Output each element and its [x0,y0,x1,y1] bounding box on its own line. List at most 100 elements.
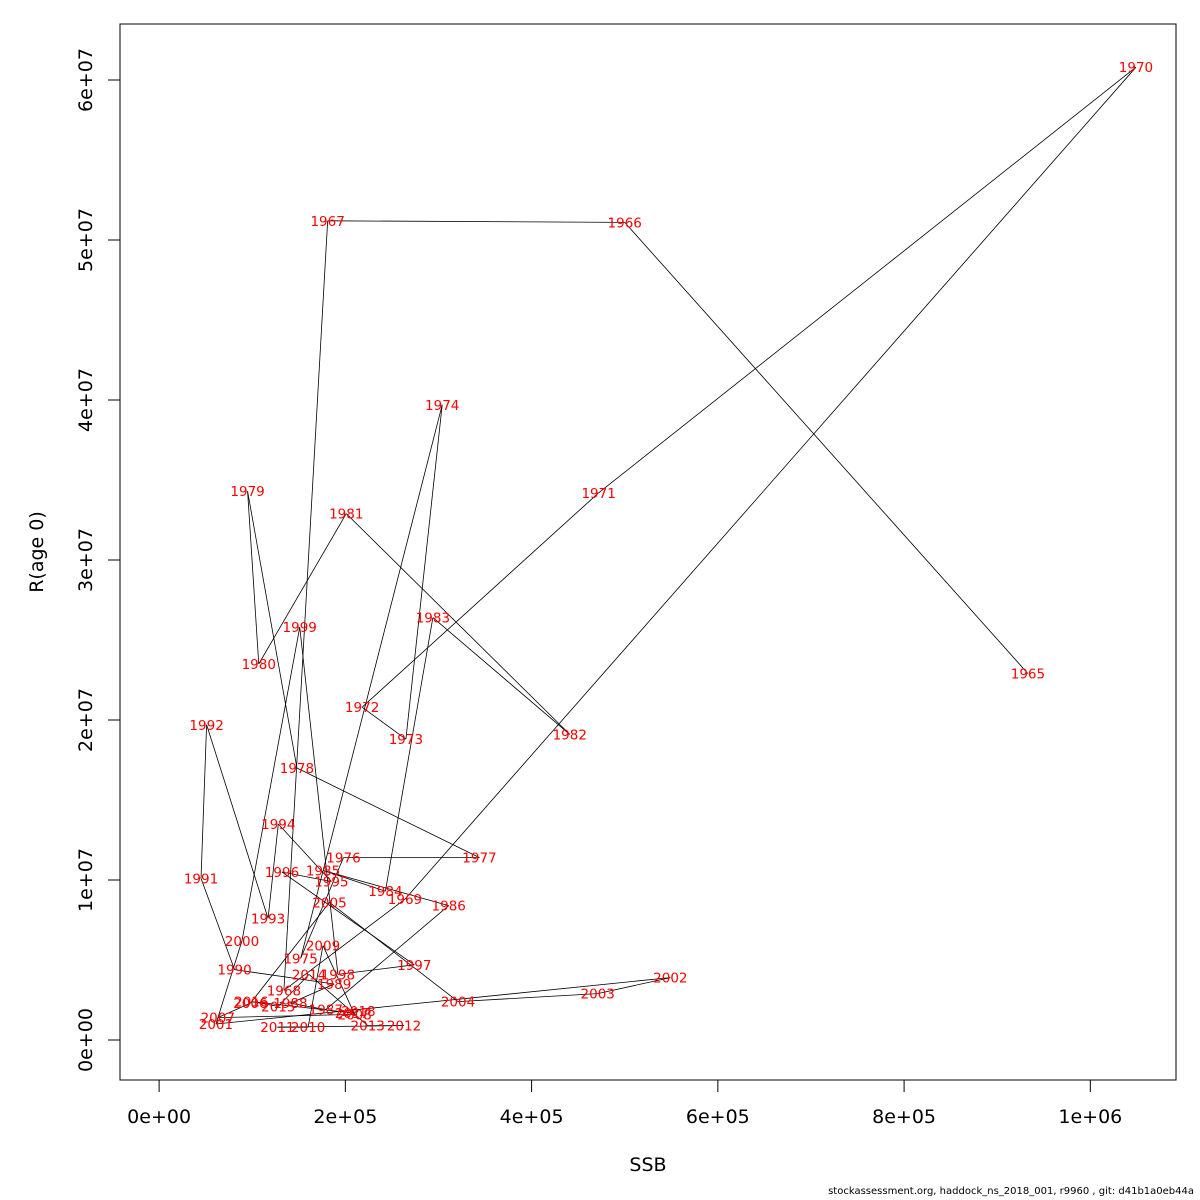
point-label-1973: 1973 [389,732,423,748]
point-label-2008: 2008 [337,1007,371,1023]
point-label-1968: 1968 [267,983,301,999]
point-label-1986: 1986 [432,899,466,915]
point-label-1970: 1970 [1119,60,1153,76]
segment-1990-1991 [200,878,235,970]
y-tick-label: 3e+07 [75,528,97,592]
point-label-1989: 1989 [317,977,351,993]
x-tick-label: 8e+05 [872,1106,936,1128]
segment-1965-1966 [624,222,1029,674]
x-tick-label: 2e+05 [313,1106,377,1128]
segment-1986-1987 [325,905,449,1010]
connecting-lines [200,66,1137,1028]
segment-2002-2003 [597,977,671,994]
point-label-2016: 2016 [234,995,268,1011]
point-label-1985: 1985 [306,863,340,879]
point-label-2011: 2011 [260,1020,294,1036]
point-label-1971: 1971 [581,486,615,502]
x-axis: 0e+00 2e+05 4e+05 6e+05 8e+05 1e+06 [127,1079,1122,1128]
segment-1997-1998 [337,964,415,975]
point-label-2007: 2007 [201,1011,235,1027]
x-tick-label: 4e+05 [500,1106,564,1128]
x-tick-label: 6e+05 [686,1106,750,1128]
segment-1971-1972 [361,492,599,708]
segment-1973-1974 [405,404,443,740]
segment-2013-2014 [308,974,368,1026]
point-label-1983: 1983 [416,611,450,627]
segment-1985-1986 [322,870,449,906]
segment-1983-1984 [385,617,434,892]
point-label-1966: 1966 [608,215,642,231]
y-tick-label: 6e+07 [75,48,97,112]
segment-1996-1997 [281,871,415,966]
x-tick-label: 0e+00 [127,1106,191,1128]
segment-1984-1985 [322,870,386,892]
segment-1977-1978 [296,767,480,858]
segment-2003-2004 [458,993,598,1002]
segment-2004-2005 [329,902,459,1002]
segment-1980-1981 [258,513,347,665]
point-label-1965: 1965 [1011,667,1045,683]
segment-1982-1983 [432,617,571,735]
segment-1981-1982 [346,513,571,735]
segment-2009-2010 [307,945,324,1028]
footer-credit: stockassessment.org, haddock_ns_2018_001… [828,1186,1194,1197]
segment-1979-1980 [247,491,260,665]
point-label-2004: 2004 [441,995,475,1011]
point-label-2017: 2017 [335,1006,369,1022]
point-label-1992: 1992 [189,718,223,734]
y-axis-title: R(age 0) [26,511,48,593]
point-label-1991: 1991 [184,871,218,887]
point-label-2009: 2009 [306,939,340,955]
y-tick-label: 1e+07 [75,848,97,912]
segment-1978-1979 [247,491,298,769]
segment-2008-2009 [322,945,356,1015]
point-label-2000: 2000 [225,934,259,950]
point-label-1972: 1972 [345,700,379,716]
segment-1966-1967 [327,220,625,223]
point-label-1987: 1987 [309,1003,343,1019]
segment-1998-1999 [299,627,339,975]
point-label-2003: 2003 [581,987,615,1003]
segment-1972-1973 [361,706,407,740]
segment-2006-2007 [217,1002,251,1018]
segment-2014-2015 [278,974,310,1007]
point-label-1990: 1990 [217,963,251,979]
segment-1995-1996 [281,871,332,882]
y-tick-label: 4e+07 [75,368,97,432]
point-labels: 1965 1966 1967 1968 1969 1970 1971 1972 1973 1974… [184,60,1153,1036]
segment-1999-2000 [241,627,301,941]
point-label-2006: 2006 [233,996,267,1012]
point-label-2005: 2005 [312,895,346,911]
segment-1968-1969 [283,898,406,991]
segment-2016-2017 [251,1001,352,1014]
segment-1970-1971 [598,66,1137,494]
y-axis: 0e+00 1e+07 2e+07 3e+07 4e+07 5e+07 6e+07 [75,48,121,1072]
segment-2017-2018 [351,1010,359,1014]
point-label-1969: 1969 [388,892,422,908]
point-label-1984: 1984 [368,884,402,900]
point-label-1995: 1995 [314,875,348,891]
point-label-1975: 1975 [283,951,317,967]
y-tick-label: 2e+07 [75,688,97,752]
point-label-1982: 1982 [553,727,587,743]
point-label-2013: 2013 [351,1019,385,1035]
point-label-2010: 2010 [291,1020,325,1036]
point-label-1978: 1978 [280,761,314,777]
point-label-1997: 1997 [397,958,431,974]
point-label-1980: 1980 [242,657,276,673]
segment-1991-1992 [200,724,208,879]
segment-1969-1970 [404,66,1137,900]
segment-1992-1993 [206,724,269,919]
point-label-1988: 1988 [273,996,307,1012]
x-tick-label: 1e+06 [1058,1106,1122,1128]
y-tick-label: 5e+07 [75,208,97,272]
segment-2000-2001 [215,940,243,1025]
point-label-1996: 1996 [265,865,299,881]
point-label-2018: 2018 [341,1004,375,1020]
point-label-1998: 1998 [321,967,355,983]
segment-1967-1968 [283,220,329,991]
segment-1993-1994 [267,823,279,919]
x-axis-title: SSB [629,1154,666,1176]
segment-2007-2008 [217,1014,355,1018]
